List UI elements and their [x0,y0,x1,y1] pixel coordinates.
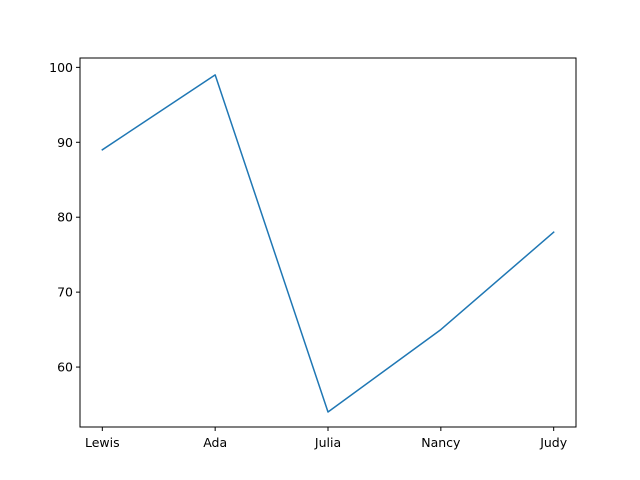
y-tick-label: 70 [57,285,73,300]
x-tick-label: Ada [203,435,227,450]
series-line-0 [101,74,555,413]
y-tick-label: 100 [49,60,73,75]
y-tick-label: 60 [57,360,73,375]
x-tick-label: Nancy [421,435,461,450]
x-tick-label: Julia [314,435,341,450]
y-tick-label: 80 [57,210,73,225]
plot-area: Lewis Ada Julia Nancy Judy 60 70 80 90 100 [49,57,577,450]
x-tick-label: Lewis [85,435,120,450]
x-tick-label: Judy [539,435,568,450]
y-tick-label: 90 [57,135,73,150]
